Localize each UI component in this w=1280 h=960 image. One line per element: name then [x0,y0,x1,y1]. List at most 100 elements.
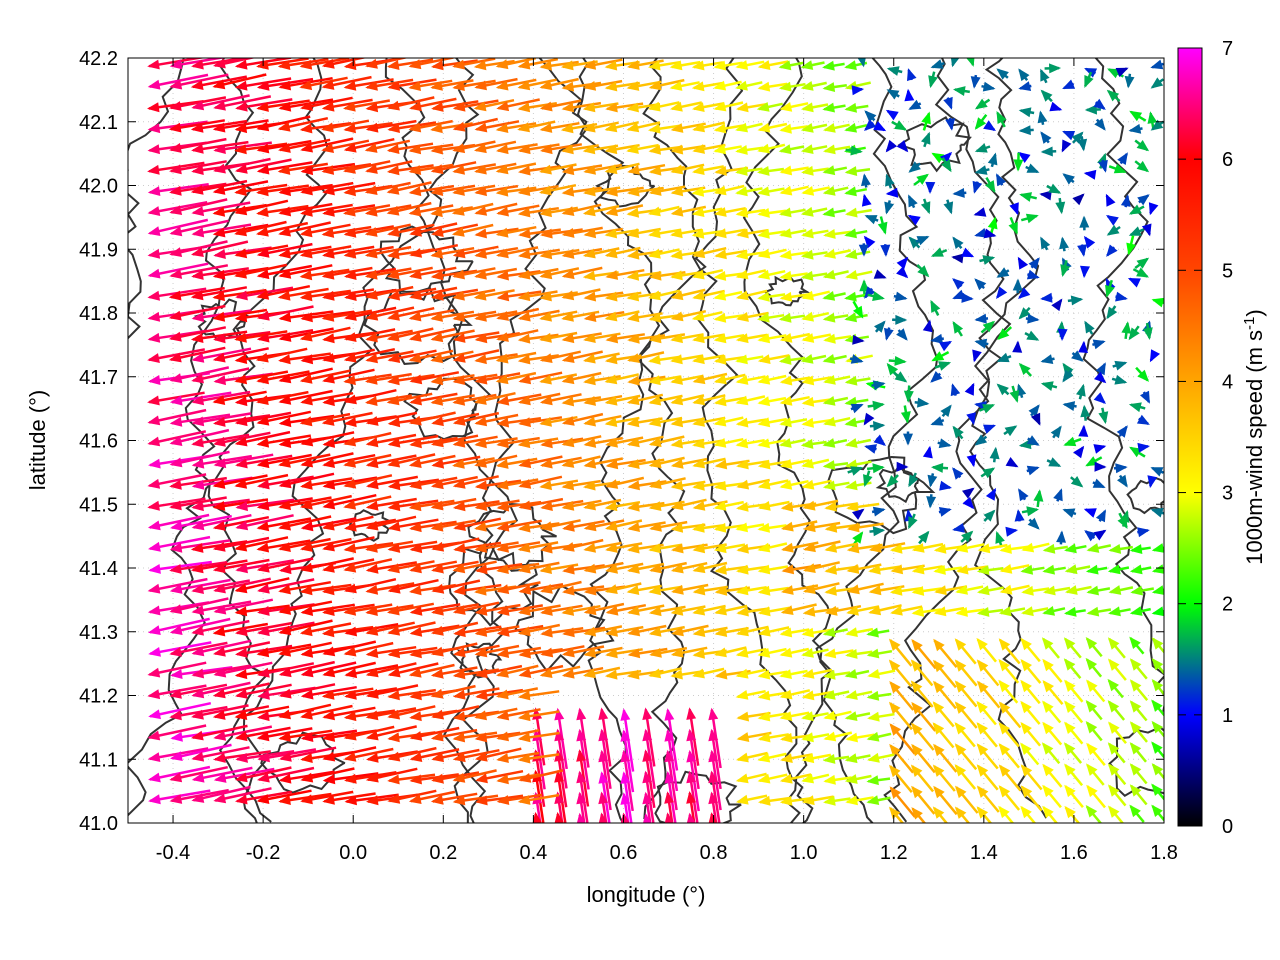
wind-arrow-head [517,144,531,155]
wind-arrow [191,140,249,154]
wind-arrow [800,81,827,91]
wind-arrow [1037,110,1048,126]
wind-arrow [692,394,726,406]
wind-arrow-head [598,707,609,720]
wind-arrow [907,194,918,209]
wind-arrow-head [911,639,923,652]
wind-arrow-head [191,584,204,594]
wind-arrow-head [890,564,904,575]
wind-arrow [1060,259,1070,277]
wind-arrow [845,270,873,280]
wind-arrow [169,597,229,615]
wind-arrow [800,206,828,217]
wind-arrow-head [844,375,858,386]
wind-arrow [845,627,874,637]
wind-arrow [648,289,681,301]
wind-arrow-head [408,353,422,363]
wind-arrow-head [982,404,996,414]
wind-arrow [562,626,606,638]
wind-arrow-head [496,564,509,574]
wind-arrow-head [213,163,226,174]
wind-arrow-head [1120,194,1131,207]
wind-arrow [1018,125,1034,136]
wind-arrow-head [1151,637,1164,650]
wind-arrow-head [983,228,997,239]
wind-arrow-head [801,479,815,490]
wind-arrow [583,585,626,596]
wind-arrow-head [823,123,836,133]
wind-arrow [779,332,811,343]
wind-arrow [321,625,374,638]
wind-arrow-head [474,186,487,197]
wind-arrow-head [1092,339,1106,350]
wind-arrow [1042,763,1063,788]
wind-arrow-head [627,501,640,512]
wind-arrow-head [847,584,860,595]
wind-arrow-head [168,122,182,133]
wind-arrow [896,461,909,472]
wind-arrow [518,309,560,322]
wind-arrow [212,390,267,405]
wind-arrow-head [982,320,996,333]
wind-arrow-head [365,437,379,448]
wind-arrow-head [147,667,161,678]
wind-arrow-head [1050,425,1062,439]
wind-arrow-head [452,312,465,322]
wind-arrow [234,536,289,552]
wind-arrow-head [300,206,313,217]
wind-arrow-head [713,396,727,407]
wind-arrow [147,218,209,236]
wind-arrow [496,562,540,574]
wind-arrow-head [256,500,270,511]
wind-arrow-head [627,375,640,386]
wind-arrow-head [322,563,335,573]
wind-arrow-head [908,194,918,208]
wind-arrow-head [365,458,379,469]
wind-arrow [757,438,786,449]
wind-arrow-head [1018,81,1032,91]
wind-arrow-head [255,352,269,363]
wind-arrow [256,115,311,132]
wind-arrow-head [387,625,401,636]
wind-arrow-head [966,454,977,468]
wind-arrow [299,326,351,342]
wind-arrow [908,472,919,488]
wind-arrow-head [801,186,815,196]
wind-arrow [868,604,902,616]
wind-arrow [278,352,331,365]
wind-arrow-head [691,228,705,239]
wind-arrow [953,86,971,96]
wind-arrow [844,186,868,197]
wind-arrow-head [453,543,466,554]
wind-arrow [999,564,1030,574]
wind-arrow [256,184,309,197]
wind-arrow [431,579,481,594]
wind-arrow [300,494,352,510]
wind-arrow-head [952,236,964,249]
wind-arrow [932,701,955,728]
wind-arrow-head [191,165,204,175]
wind-arrow [365,372,412,385]
wind-arrow [757,81,788,92]
wind-arrow [517,437,559,449]
wind-arrow-head [169,457,183,468]
wind-arrow-head [147,79,161,90]
wind-arrow-head [409,648,422,659]
wind-arrow-head [169,436,183,446]
wind-arrow [451,223,494,237]
wind-arrow-head [800,270,814,281]
wind-arrow [191,94,250,111]
wind-arrow [922,319,933,333]
wind-arrow-head [452,605,466,615]
wind-arrow-head [300,562,314,573]
wind-arrow [452,560,497,574]
wind-arrow [868,542,906,553]
wind-arrow [1108,658,1127,681]
wind-arrow [1143,322,1153,340]
wind-arrow [168,346,226,363]
wind-arrow-head [886,89,900,100]
wind-arrow [671,583,709,595]
wind-arrow-head [626,270,640,281]
wind-arrow-head [692,165,705,175]
wind-arrow-head [1071,350,1084,362]
